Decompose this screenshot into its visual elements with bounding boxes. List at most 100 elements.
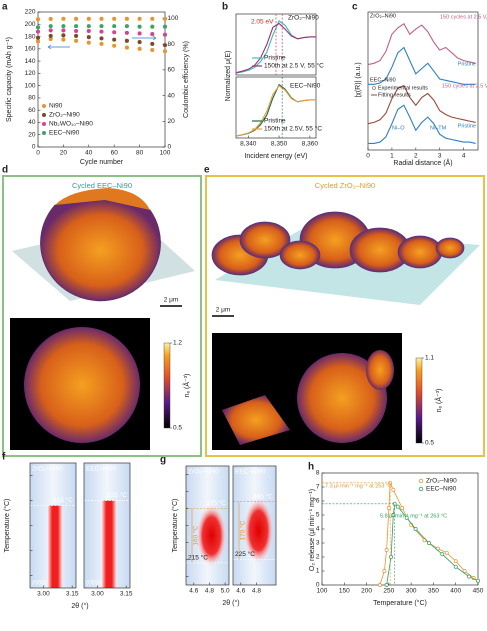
panel-letter: d [2,165,8,176]
onset-label: 225 °C [235,550,255,558]
panel-frame [205,175,485,457]
data-point [391,513,396,517]
image-title: Cycled EEC–Ni90 [72,181,132,190]
data-point [35,29,41,34]
grain-3d [40,199,161,302]
x-tick-label: 4.6 [189,588,198,595]
x-tick-label: 1 [390,153,394,160]
slice-grain [297,353,387,443]
y-tick-label: 0 [32,144,36,151]
data-point [124,45,129,50]
data-point [150,47,155,53]
data-point [61,16,66,21]
x-tick-label: 250 [383,588,394,595]
data-point [137,31,142,36]
y-tick-label: 1 [316,568,320,575]
data-point [453,564,458,569]
legend-label: Ni90 [49,103,63,110]
slice-grain [366,350,394,390]
annotation: ZrO₂–Ni90 [288,15,319,22]
colorbar-tick-label: 0.5 [425,440,434,447]
data-point [444,550,449,555]
annotation: 2.05 eV [251,19,274,26]
data-point [162,49,168,54]
y-tick-label: 0 [316,582,320,589]
data-point [35,17,41,22]
y-tick-label: 4 [316,526,320,533]
subpanel-title: ZrO₂–Ni90 [188,469,219,476]
arrow [132,35,157,41]
axis-title: Normalized μ(E) [225,51,232,102]
grain-3d [239,221,291,259]
y-tick-label: 6 [316,498,320,505]
x-tick-label: 2 [414,153,418,160]
data-point [162,43,168,48]
plot-frame [232,465,277,586]
data-point [61,37,66,42]
data-point [413,527,418,531]
data-point [427,541,431,545]
data-point [74,28,79,34]
range-label: 160 °C [192,525,200,545]
data-point [86,16,91,21]
data-point [35,39,41,44]
slice-grain [222,395,290,445]
data-point [162,16,168,21]
data-line [367,23,476,66]
data-point [35,35,41,40]
x-tick-label: 4 [462,153,466,160]
data-point [137,40,142,45]
x-tick-label: 400 [450,588,461,595]
panel-letter: h [308,462,314,473]
data-point [99,41,104,46]
axis-title: Radial distance (Å) [393,158,452,167]
data-point [382,569,387,573]
y-tick-label: 40 [28,119,36,126]
x-tick-label: 8,350 [271,141,288,148]
y-tick-label: 8 [316,470,320,477]
legend-marker [42,122,46,126]
data-point [150,41,155,46]
data-point [124,30,129,35]
data-point [61,28,66,33]
data-point [400,506,405,510]
axis-title: Temperature (°C) [373,599,427,607]
x-tick-label: 3.15 [120,591,133,598]
y-tick-label: 200 [25,21,36,28]
axis-title: nₑ (Å⁻³) [434,389,443,413]
axis-title: Incident energy (eV) [244,153,307,160]
peak-label: (003) [32,580,47,587]
annotation: EEC–Ni90 [370,77,396,83]
y-tick-label: 2 [316,554,320,561]
data-point [112,24,117,29]
colorbar-tick-label: 1.1 [425,355,434,362]
legend-label: 150th at 2.5V, 55 °C [264,125,322,133]
grain-3d [435,237,465,259]
colorbar [415,357,423,444]
legend-label: Nb₂WO₁₀–Ni90 [49,121,93,128]
y-tick-label: 3 [316,540,320,547]
data-point [395,504,400,509]
heatmap-blob [196,504,227,567]
data-point [124,16,129,21]
x-tick-label: 80 [136,150,144,157]
plot-frame [37,11,166,148]
data-point [112,37,117,42]
axis-title: 2θ (°) [71,602,88,610]
y-tick-label: 220 [25,9,36,16]
y2-tick-label: 0 [168,144,172,151]
y2-tick-label: 40 [168,92,176,99]
annotation: 5.8 μl min⁻¹ mg⁻¹ at 263 °C [380,513,447,519]
data-point [74,16,79,21]
x-tick-label: 100 [317,588,328,595]
scale-bar-label: 2 μm [216,307,231,314]
data-point [48,33,53,38]
onset-label: 215 °C [188,554,208,562]
y-tick-label: 60 [28,107,36,114]
legend-marker [42,113,46,117]
annotation: EEC–Ni90 [290,83,321,90]
colorbar [163,342,171,429]
data-point [404,515,409,520]
data-point [112,30,117,35]
y-tick-label: 160 [25,46,36,53]
